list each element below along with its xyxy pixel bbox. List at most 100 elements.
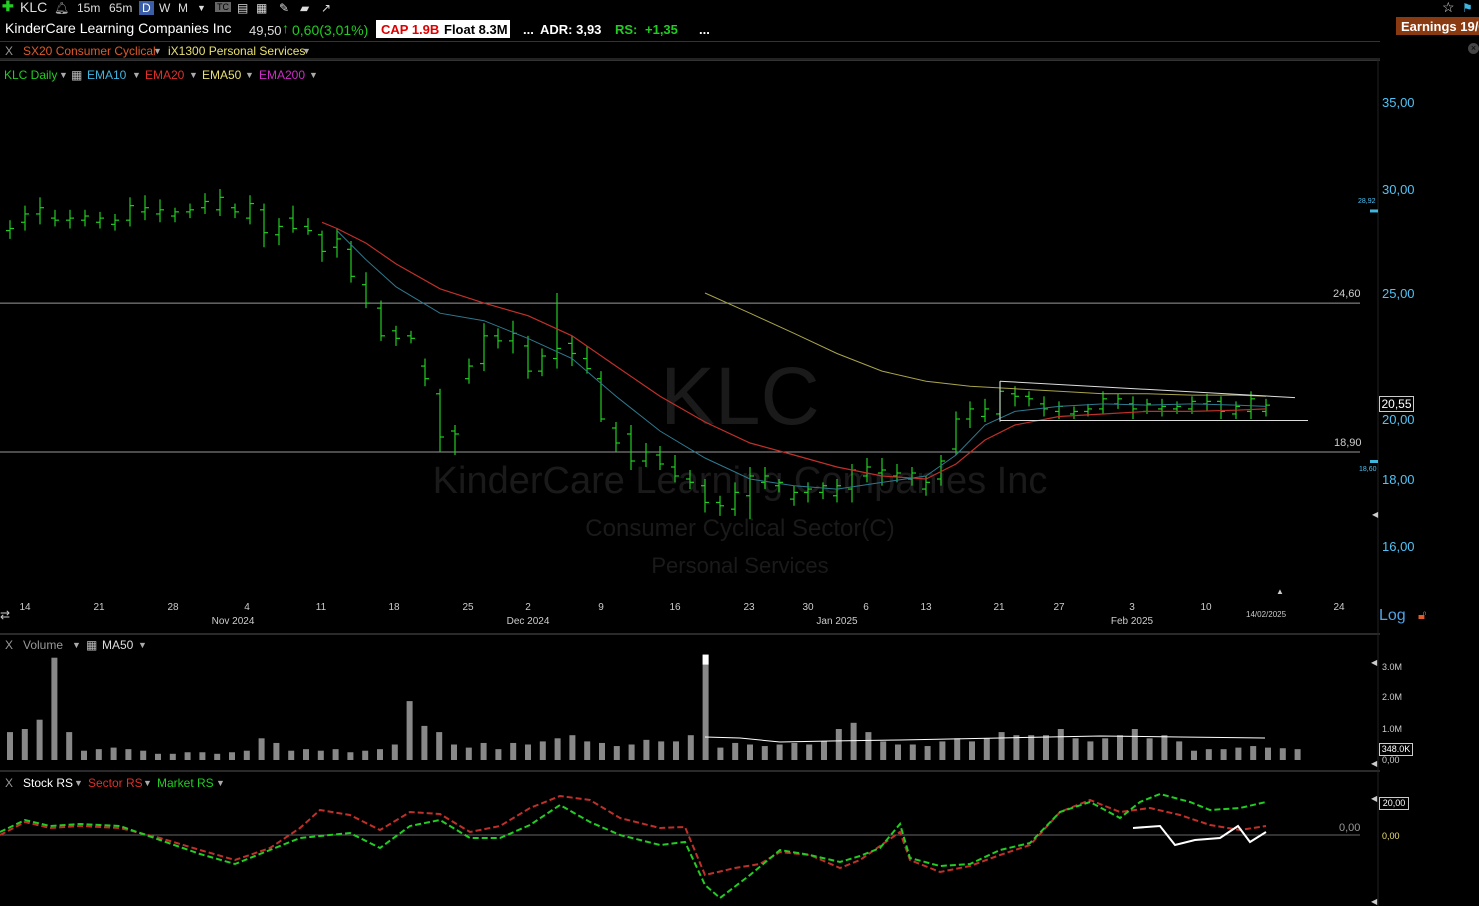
ema50-dropdown-icon[interactable]: ▼	[245, 70, 254, 80]
scroll-up-icon[interactable]: ▲	[1276, 587, 1284, 596]
volume-bar	[436, 732, 443, 760]
volume-bar	[1043, 735, 1049, 760]
volume-bar	[273, 742, 280, 760]
hline-lower-label: 18,90	[1334, 437, 1362, 449]
series-label[interactable]: KLC Daily	[4, 68, 58, 82]
market-rs-dropdown-icon[interactable]: ▼	[216, 778, 225, 788]
share-icon[interactable]: ↗	[321, 1, 332, 15]
low-marker-tick	[1370, 460, 1378, 463]
date-tick: 23	[743, 602, 755, 613]
close-sector-button[interactable]: X	[5, 44, 14, 58]
rs-scroll-icon-2[interactable]: ◀	[1371, 897, 1378, 906]
volume-axis-label: 3.0M	[1382, 662, 1403, 672]
volume-bar	[1117, 735, 1123, 760]
volume-bar	[110, 747, 117, 760]
interval-65m[interactable]: 65m	[109, 1, 133, 15]
earnings-box	[1396, 17, 1479, 35]
price-axis-label: 16,00	[1382, 539, 1415, 554]
ema20-label[interactable]: EMA20	[145, 68, 185, 82]
volume-bar	[1176, 741, 1183, 760]
volume-bar	[1250, 746, 1257, 760]
current-volume-tag: 348.0K	[1379, 743, 1413, 756]
interval-weekly[interactable]: W	[159, 1, 171, 15]
more-info-2[interactable]: ...	[699, 22, 710, 37]
volume-grid-icon[interactable]: ▦	[86, 638, 98, 652]
price-axis-label: 30,00	[1382, 182, 1415, 197]
interval-15m[interactable]: 15m	[77, 1, 101, 15]
close-rs-button[interactable]: X	[5, 776, 14, 790]
industry-label[interactable]: iX1300 Personal Services	[168, 44, 306, 58]
chart-type-icon[interactable]: ▤	[237, 1, 249, 15]
grid-icon[interactable]: ▦	[71, 68, 83, 82]
interval-monthly[interactable]: M	[178, 1, 188, 15]
ema50-label[interactable]: EMA50	[202, 68, 242, 82]
industry-dropdown-icon[interactable]: ▼	[302, 46, 311, 56]
interval-daily[interactable]: D	[139, 1, 154, 15]
ema200-label[interactable]: EMA200	[259, 68, 306, 82]
cursor-date: 14/02/2025	[1246, 610, 1287, 619]
stock-rs-dropdown-icon[interactable]: ▼	[74, 778, 83, 788]
volume-bar	[21, 729, 28, 760]
market-rs-label[interactable]: Market RS	[157, 776, 214, 790]
sector-dropdown-icon[interactable]: ▼	[153, 46, 162, 56]
cap-float-box	[376, 20, 510, 38]
volume-bar	[362, 750, 369, 760]
volume-bar	[554, 738, 561, 760]
ema200-dropdown-icon[interactable]: ▼	[309, 70, 318, 80]
flag-icon[interactable]: ⚑	[1462, 1, 1473, 15]
date-tick: 6	[863, 602, 869, 613]
date-tick: 27	[1053, 602, 1065, 613]
volume-bar	[687, 735, 694, 760]
tc-icon[interactable]: TC	[215, 2, 231, 12]
volume-scroll-icon-2[interactable]: ◀	[1371, 759, 1378, 768]
scroll-left-icon[interactable]: ◀	[1372, 510, 1379, 519]
ema10-label[interactable]: EMA10	[87, 68, 127, 82]
note-icon[interactable]: ▰	[300, 1, 310, 15]
star-icon[interactable]: ☆	[1442, 0, 1455, 15]
volume-bar	[1279, 748, 1286, 760]
volume-bar	[969, 741, 975, 760]
hline-upper-label: 24,60	[1333, 288, 1361, 300]
interval-dropdown-icon[interactable]: ▼	[197, 3, 206, 13]
sector-row: X SX20 Consumer Cyclical ▼ iX1300 Person…	[0, 41, 1380, 61]
close-panel-icon[interactable]: ×	[1468, 43, 1479, 54]
ema10-dropdown-icon[interactable]: ▼	[132, 70, 141, 80]
volume-bar	[732, 742, 739, 760]
volume-label[interactable]: Volume	[23, 638, 64, 652]
table-icon[interactable]: ▦	[256, 1, 268, 15]
sector-rs-dropdown-icon[interactable]: ▼	[143, 778, 152, 788]
volume-bar	[1131, 729, 1138, 760]
ticker-symbol[interactable]: KLC	[20, 0, 48, 15]
sector-label[interactable]: SX20 Consumer Cyclical	[23, 44, 156, 58]
market-rs-line	[0, 792, 1267, 900]
volume-bar	[317, 750, 324, 760]
volume-bar	[717, 747, 724, 760]
lock-icon[interactable]: 🔓︎	[1418, 607, 1427, 622]
adr-value: ADR: 3,93	[540, 22, 602, 37]
log-scale-toggle[interactable]: Log	[1379, 607, 1406, 624]
bell-icon[interactable]: 🔔︎	[54, 1, 70, 15]
ma50-label[interactable]: MA50	[102, 638, 134, 652]
add-symbol-icon[interactable]: ✚	[2, 0, 14, 14]
volume-bar	[747, 744, 753, 760]
ma50-dropdown-icon[interactable]: ▼	[138, 640, 147, 650]
rs-scroll-icon[interactable]: ◀	[1371, 794, 1378, 803]
ema20-dropdown-icon[interactable]: ▼	[189, 70, 198, 80]
stock-rs-label[interactable]: Stock RS	[23, 776, 74, 790]
volume-bar	[821, 741, 827, 760]
earnings-date[interactable]: Earnings 19/0	[1401, 19, 1479, 34]
volume-scroll-icon[interactable]: ◀	[1371, 658, 1378, 667]
sector-rs-label[interactable]: Sector RS	[88, 776, 143, 790]
volume-bar	[303, 749, 309, 760]
volume-bar	[539, 741, 546, 760]
scroll-arrows-icon[interactable]: ⇄	[0, 608, 11, 622]
volume-bar	[36, 719, 43, 760]
ema20-line	[321, 221, 1267, 480]
volume-dropdown-icon[interactable]: ▼	[72, 640, 81, 650]
volume-bar	[184, 752, 191, 760]
pencil-icon[interactable]: ✎	[279, 1, 290, 15]
close-volume-button[interactable]: X	[5, 638, 14, 652]
series-dropdown-icon[interactable]: ▼	[59, 70, 68, 80]
more-info-1[interactable]: ...	[523, 22, 534, 37]
